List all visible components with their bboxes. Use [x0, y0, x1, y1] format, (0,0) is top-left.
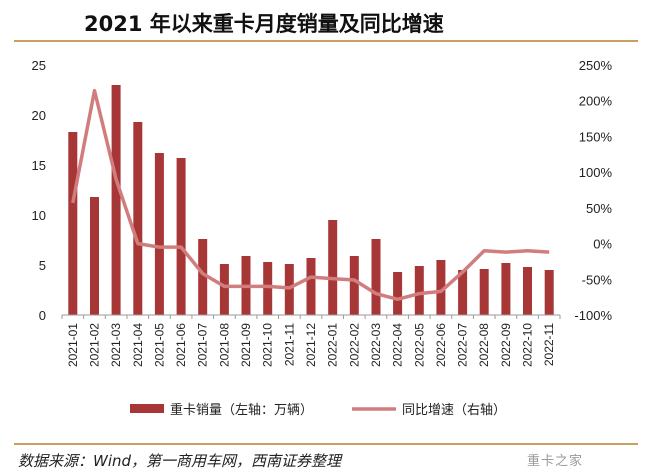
- x-tick-label: 2021-07: [196, 323, 210, 367]
- left-tick-label: 15: [32, 158, 46, 173]
- x-tick-label: 2021-11: [282, 323, 296, 366]
- x-tick-label: 2021-10: [261, 323, 275, 367]
- x-tick-label: 2021-09: [239, 323, 253, 367]
- title-divider: [14, 40, 638, 42]
- x-tick-label: 2021-01: [66, 323, 80, 367]
- x-axis-ticks: 2021-01 2021-02 2021-03 2021-04 2021-05 2021-…: [61, 315, 561, 367]
- bar-2022-06: [436, 260, 446, 315]
- chart-canvas: 2021-01 2021-02 2021-03 2021-04 2021-05 2021-…: [32, 58, 613, 418]
- left-tick-label: 20: [32, 108, 46, 123]
- x-tick-label: 2022-06: [434, 323, 448, 367]
- chart-title: 2021 年以来重卡月度销量及同比增速: [84, 12, 444, 36]
- x-tick-label: 2021-05: [152, 323, 166, 367]
- x-tick-label: 2022-07: [456, 323, 470, 367]
- x-tick-label: 2022-04: [391, 323, 405, 367]
- left-axis-ticks: 0 5 10 15 20 25: [32, 58, 46, 323]
- bar-2022-02: [349, 256, 359, 315]
- x-tick-label: 2022-01: [326, 323, 340, 367]
- right-tick-label: 50%: [586, 201, 612, 216]
- bar-2022-08: [479, 269, 489, 315]
- right-axis-ticks: -100% -50% 0% 50% 100% 150% 200% 250%: [574, 58, 612, 323]
- bar-2021-10: [263, 262, 273, 315]
- bar-2021-08: [219, 264, 229, 315]
- legend-label-bar: 重卡销量（左轴：万辆）: [170, 402, 313, 418]
- x-tick-label: 2021-06: [174, 323, 188, 367]
- bar-2021-05: [154, 153, 164, 315]
- legend-swatch-bar: [130, 404, 164, 413]
- x-tick-label: 2021-12: [304, 323, 318, 367]
- x-tick-label: 2021-02: [87, 323, 101, 367]
- bar-2021-06: [176, 158, 186, 315]
- x-tick-label: 2021-03: [109, 323, 123, 367]
- legend-label-line: 同比增速（右轴）: [402, 403, 506, 418]
- x-tick-label: 2022-03: [369, 323, 383, 367]
- right-tick-label: 200%: [579, 94, 613, 109]
- source-note: 数据来源：Wind，第一商用车网，西南证券整理: [18, 452, 342, 470]
- bar-2021-04: [133, 122, 143, 315]
- x-tick-label: 2022-09: [499, 323, 513, 367]
- bar-2022-03: [371, 239, 381, 315]
- right-tick-label: 0%: [593, 237, 612, 252]
- x-tick-label: 2022-02: [347, 323, 361, 367]
- x-tick-label: 2022-10: [521, 323, 535, 367]
- right-tick-label: -50%: [582, 272, 613, 287]
- bar-2022-11: [544, 270, 554, 315]
- x-tick-label: 2021-04: [131, 323, 145, 367]
- x-tick-label: 2021-08: [217, 323, 231, 367]
- bar-2022-04: [393, 272, 403, 315]
- left-tick-label: 5: [39, 258, 46, 273]
- bar-2021-07: [198, 239, 208, 315]
- right-tick-label: 150%: [579, 129, 613, 144]
- right-tick-label: 100%: [579, 165, 613, 180]
- bar-2021-03: [111, 85, 121, 315]
- bar-2021-01: [68, 132, 78, 315]
- bar-2022-09: [501, 263, 511, 315]
- footer-divider: [14, 443, 638, 445]
- bar-2022-05: [414, 266, 424, 315]
- x-tick-label: 2022-08: [477, 323, 491, 367]
- right-tick-label: -100%: [574, 308, 612, 323]
- yoy-growth-line: [71, 88, 550, 302]
- bar-2022-10: [523, 267, 532, 315]
- left-tick-label: 25: [32, 58, 46, 73]
- bar-series: [68, 85, 554, 315]
- left-tick-label: 10: [32, 208, 46, 223]
- bar-2021-12: [306, 258, 316, 315]
- x-tick-label: 2022-05: [412, 323, 426, 367]
- bar-2021-02: [90, 197, 99, 315]
- bar-2022-07: [458, 270, 468, 315]
- right-tick-label: 250%: [579, 58, 613, 73]
- watermark: 重卡之家: [527, 454, 584, 469]
- left-tick-label: 0: [39, 308, 46, 323]
- x-tick-label: 2022-11: [542, 323, 556, 366]
- legend: 重卡销量（左轴：万辆） 同比增速（右轴）: [130, 402, 506, 418]
- bar-2022-01: [328, 220, 338, 315]
